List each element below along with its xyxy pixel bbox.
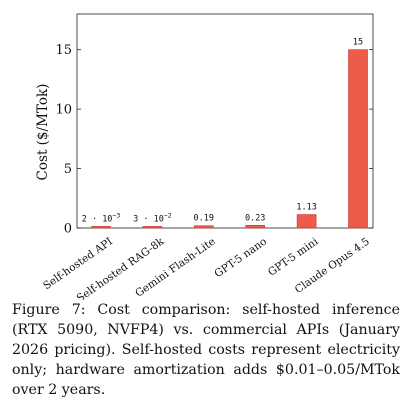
data-labels: 2 · 10−3 3 · 10−2 0.19 0.23 1.13 15 bbox=[82, 38, 363, 225]
plot-frame bbox=[76, 13, 374, 229]
chart-axes bbox=[76, 13, 374, 229]
bar bbox=[142, 226, 163, 229]
bar-chart: 0 5 10 15 2 · 10−3 3 · 10−2 0.19 0.23 1.13 15 Se… bbox=[35, 13, 374, 300]
data-label: 0.23 bbox=[245, 213, 265, 223]
data-label: 0.19 bbox=[194, 214, 214, 224]
y-tick-label: 10 bbox=[55, 103, 72, 118]
chart-bars bbox=[91, 49, 368, 229]
y-tick-label: 5 bbox=[64, 162, 72, 177]
x-tick-label: GPT-5 nano bbox=[212, 236, 269, 281]
bar bbox=[194, 225, 214, 229]
figure-caption: Figure 7: Cost comparison: self-hosted i… bbox=[12, 302, 400, 398]
data-label: 3 · 10−2 bbox=[133, 211, 172, 224]
y-axis-label: Cost ($/MTok) bbox=[35, 84, 51, 181]
y-axis-ticks: 0 5 10 15 bbox=[55, 43, 373, 237]
bar bbox=[245, 224, 265, 229]
data-label: 2 · 10−3 bbox=[82, 211, 121, 224]
bar bbox=[348, 49, 368, 229]
y-tick-label: 15 bbox=[55, 43, 72, 58]
bar bbox=[91, 226, 111, 229]
data-label: 15 bbox=[353, 38, 363, 48]
bar bbox=[296, 214, 317, 229]
data-label: 1.13 bbox=[296, 203, 316, 213]
y-tick-label: 0 bbox=[64, 222, 72, 237]
